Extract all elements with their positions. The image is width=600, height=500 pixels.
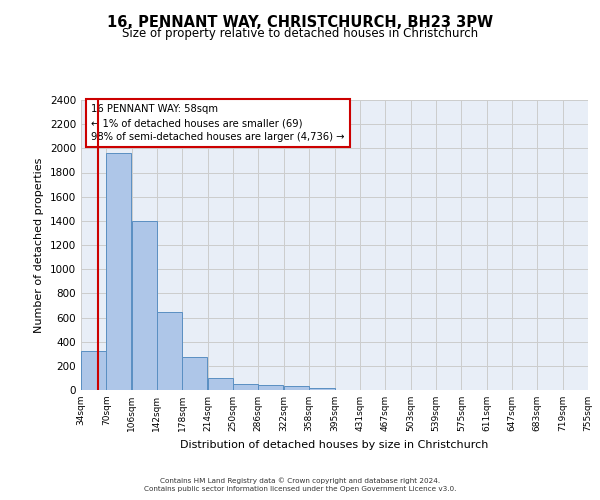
Bar [284,386,308,390]
X-axis label: Distribution of detached houses by size in Christchurch: Distribution of detached houses by size … [181,440,488,450]
Text: 16 PENNANT WAY: 58sqm
← 1% of detached houses are smaller (69)
98% of semi-detac: 16 PENNANT WAY: 58sqm ← 1% of detached h… [91,104,344,142]
Bar [259,385,283,390]
Text: Size of property relative to detached houses in Christchurch: Size of property relative to detached ho… [122,28,478,40]
Bar [182,357,208,390]
Y-axis label: Number of detached properties: Number of detached properties [34,158,44,332]
Bar [208,378,233,390]
Bar [157,312,182,390]
Text: Contains HM Land Registry data © Crown copyright and database right 2024.
Contai: Contains HM Land Registry data © Crown c… [144,478,456,492]
Bar [81,350,106,390]
Bar [106,153,131,390]
Text: 16, PENNANT WAY, CHRISTCHURCH, BH23 3PW: 16, PENNANT WAY, CHRISTCHURCH, BH23 3PW [107,15,493,30]
Bar [233,384,258,390]
Bar [309,388,335,390]
Bar [132,221,157,390]
